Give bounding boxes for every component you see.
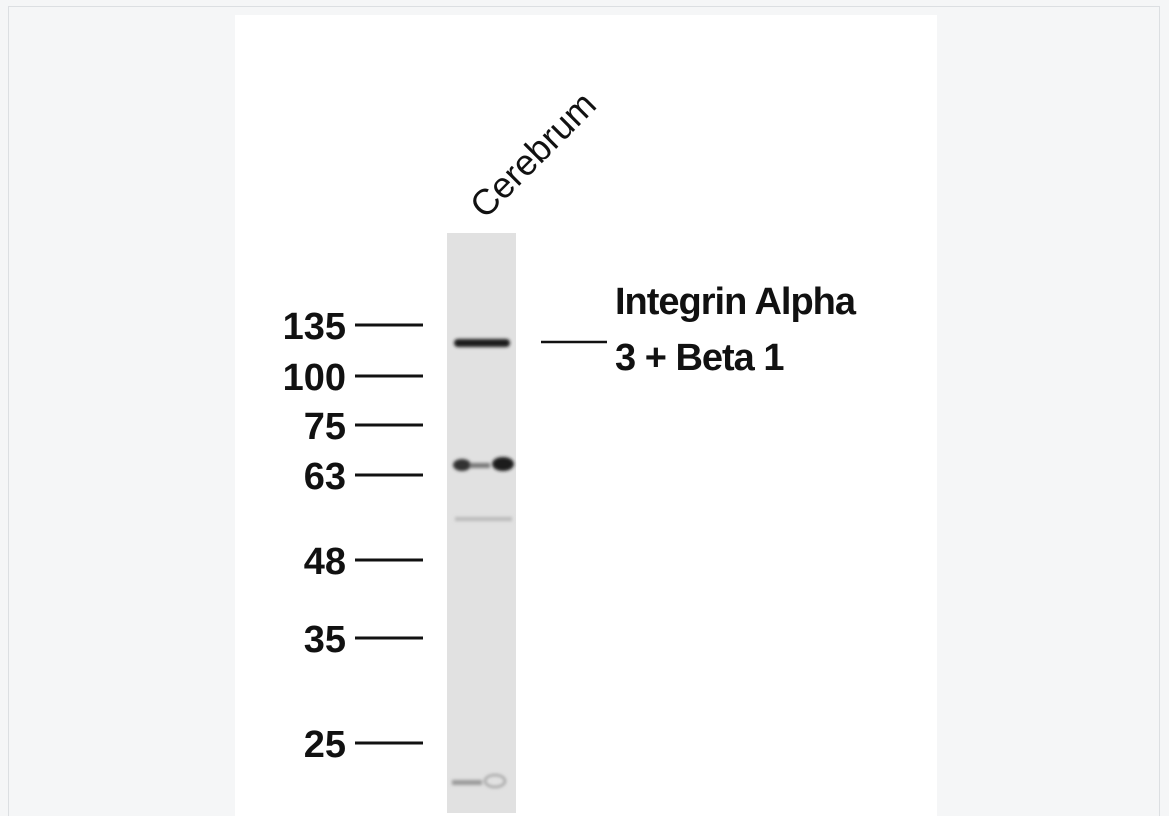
band xyxy=(454,339,510,347)
band xyxy=(453,459,471,471)
marker-label: 25 xyxy=(304,724,346,766)
marker-label: 75 xyxy=(304,406,346,448)
band xyxy=(492,457,514,471)
marker-label: 48 xyxy=(304,541,346,583)
target-label: Integrin Alpha xyxy=(615,281,857,323)
page: {"lane": {"label": "Cerebrum"}, "markers… xyxy=(0,0,1169,816)
marker-label: 135 xyxy=(283,306,346,348)
blot-figure: Cerebrum Integrin Alpha 3 + Beta 1 13510… xyxy=(0,0,1169,816)
marker-label: 63 xyxy=(304,456,346,498)
lane xyxy=(447,233,516,813)
band xyxy=(452,780,482,785)
band xyxy=(470,463,490,468)
target-label: 3 + Beta 1 xyxy=(615,337,784,379)
band xyxy=(455,517,512,521)
marker-label: 35 xyxy=(304,619,346,661)
marker-label: 100 xyxy=(283,357,346,399)
